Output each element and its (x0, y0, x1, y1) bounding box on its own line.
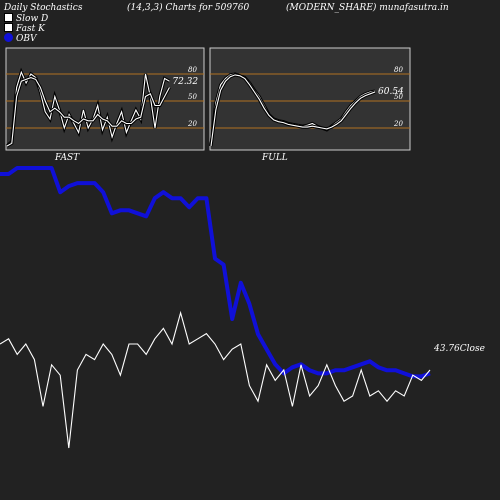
full-last-value-label: 60.54 (378, 87, 404, 97)
full-level-label: 20 (393, 120, 403, 128)
fast-level-label: 80 (188, 66, 197, 74)
legend-item-fast-k: Fast K (4, 23, 45, 34)
close-value-label: 43.76Close (433, 344, 485, 354)
fast-slow-d-line (6, 77, 170, 147)
fast-last-value-label: 72.32 (172, 77, 198, 87)
chart-source: (MODERN_SHARE) munafasutra.in (286, 3, 449, 13)
full-level-label: 50 (394, 93, 403, 101)
legend-label: Slow D (16, 14, 49, 24)
full-panel-caption: FULL (262, 153, 288, 163)
fast-level-label: 20 (187, 120, 197, 128)
fast-k-swatch-icon (4, 23, 13, 32)
legend-item-slow-d: Slow D (4, 13, 49, 24)
legend-label: OBV (16, 34, 37, 44)
full-level-label: 80 (394, 66, 403, 74)
slow-d-swatch-icon (4, 13, 13, 22)
fast-panel-frame (5, 47, 205, 151)
full-panel-frame (209, 47, 411, 151)
chart-subtitle: (14,3,3) Charts for 509760 (127, 3, 250, 13)
obv-swatch-icon (4, 33, 13, 42)
close-price-line (0, 310, 431, 449)
obv-line (0, 166, 431, 379)
fast-level-label: 50 (188, 93, 197, 101)
legend-item-obv: OBV (4, 33, 37, 44)
full-slow-d-line (210, 74, 376, 147)
legend-label: Fast K (16, 24, 45, 34)
chart-title: Daily Stochastics (4, 3, 83, 13)
fast-panel-caption: FAST (55, 153, 80, 163)
